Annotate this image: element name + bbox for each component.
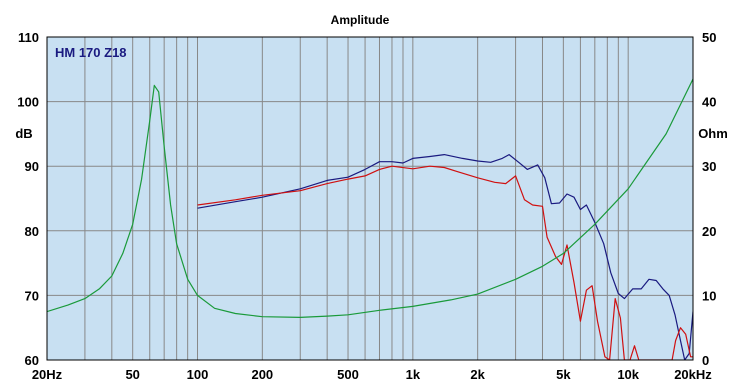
y-axis-left-label: dB [15,126,32,141]
series-line-3 [47,78,693,318]
x-tick-label: 5k [556,367,571,382]
x-tick-label: 20kHz [674,367,712,382]
plot-area [46,36,694,361]
y-right-tick-label: 10 [702,288,716,303]
y-axis-right-label: Ohm [698,126,728,141]
x-tick-label: 10k [617,367,639,382]
chart-title: Amplitude [331,13,390,27]
x-tick-label: 1k [406,367,421,382]
x-tick-label: 50 [125,367,139,382]
y-left-tick-label: 60 [25,353,39,368]
x-tick-label: 100 [187,367,209,382]
x-tick-label: 200 [251,367,273,382]
plot-border [46,36,694,361]
series-line-2 [197,165,693,360]
y-axis-right-ticks: 0 10 20 30 40 50 [702,30,716,368]
speaker-model-label: HM 170 Z18 [55,45,127,60]
y-right-tick-label: 50 [702,30,716,45]
y-right-tick-label: 40 [702,95,716,110]
series-line-1 [197,154,693,360]
y-right-tick-label: 30 [702,159,716,174]
x-axis-ticks: 20Hz 50 100 200 500 1k 2k 5k 10k 20kHz [32,367,712,382]
y-right-tick-label: 0 [702,353,709,368]
y-left-tick-label: 80 [25,224,39,239]
grid [47,37,693,360]
x-tick-label: 2k [470,367,485,382]
y-left-tick-label: 90 [25,159,39,174]
y-left-tick-label: 70 [25,288,39,303]
x-tick-label: 20Hz [32,367,63,382]
y-axis-left-ticks: 60 70 80 90 100 110 [17,30,39,368]
y-left-tick-label: 100 [17,95,39,110]
y-left-tick-label: 110 [18,30,39,45]
y-right-tick-label: 20 [702,224,716,239]
series-group [47,78,693,360]
x-tick-label: 500 [337,367,359,382]
